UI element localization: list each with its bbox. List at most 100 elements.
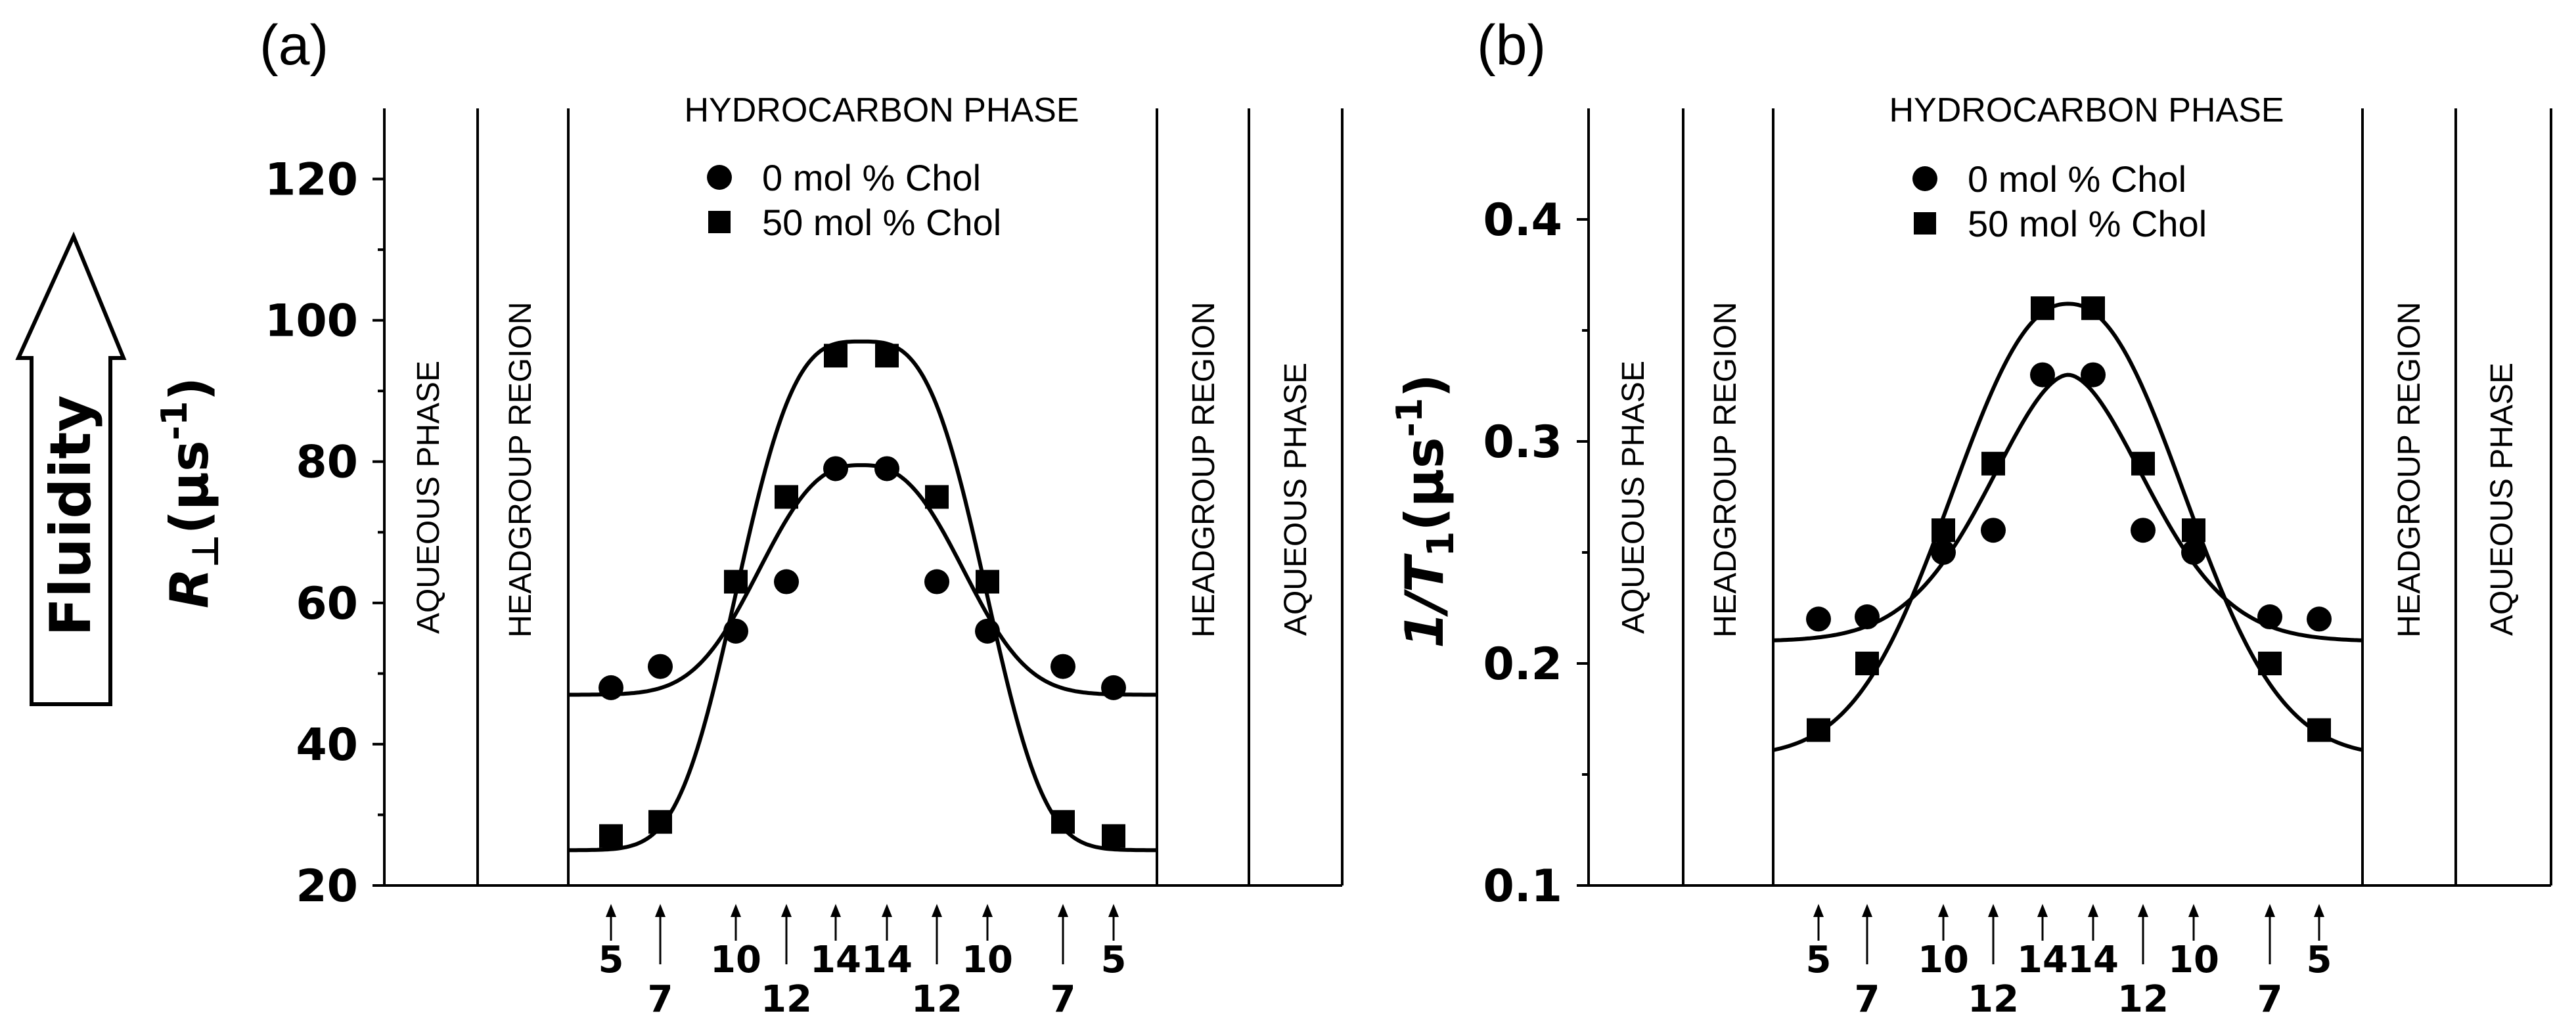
y-tick-label-b-2: 0.3 [1483,416,1562,468]
point-b-s1-0 [1807,718,1830,742]
fit-curve-b-1 [1773,302,2362,752]
chart-panel-a: (a) R⊥(μs-1) 20 40 60 80 100 120 AQUEOUS PHAS… [154,14,1344,1021]
position-arrowhead-b-4 [2037,904,2048,917]
position-label-a-9: 5 [1101,939,1127,981]
point-b-s1-2 [1932,518,1955,543]
position-arrowhead-a-4 [830,904,841,917]
fit-curves-a [568,339,1157,853]
position-arrowhead-a-6 [932,904,942,917]
position-arrowhead-b-1 [1862,904,1872,917]
position-label-a-2: 10 [710,939,761,981]
panel-label-b: (b) [1477,14,1546,77]
point-a-s1-0 [599,824,623,848]
region-label-headgroup-right-a: HEADGROUP REGION [1186,302,1221,637]
point-b-s1-8 [2258,652,2282,675]
point-a-s0-3 [774,569,799,594]
point-a-s1-1 [648,810,672,834]
point-a-s0-0 [599,675,623,700]
y-tick-label-a-4: 100 [265,296,358,347]
y-ticks-a: 20 40 60 80 100 120 [265,154,384,912]
position-label-b-8: 7 [2257,978,2283,1021]
y-label-close-a: ) [159,377,220,401]
point-b-s1-7 [2182,518,2205,543]
position-arrowhead-a-8 [1058,904,1068,917]
position-label-b-6: 12 [2117,978,2169,1021]
legend-marker-square-b [1914,212,1936,235]
position-label-a-1: 7 [648,978,673,1021]
position-arrowhead-a-7 [982,904,993,917]
fluidity-arrow: Fluidity [15,231,127,706]
y-tick-label-a-5: 120 [265,154,358,206]
position-label-a-6: 12 [911,978,962,1021]
position-arrowhead-b-9 [2314,904,2324,917]
region-label-aqueous-right-b: AQUEOUS PHASE [2485,363,2520,636]
legend-marker-circle-b [1912,166,1937,191]
point-a-s1-8 [1051,810,1075,834]
point-a-s0-5 [874,456,899,481]
legend-entry-0-a: 0 mol % Chol [762,157,981,198]
point-b-s0-4 [2030,362,2055,388]
position-label-b-9: 5 [2307,939,2332,981]
fit-curve-b-0 [1773,372,2362,642]
legend-entry-1-a: 50 mol % Chol [762,202,1001,243]
legend-b: 0 mol % Chol 50 mol % Chol [1912,158,2207,244]
point-b-s1-9 [2307,718,2331,742]
y-axis-label-b: 1/T1(μs-1) [1389,374,1462,648]
point-b-s1-1 [1855,652,1879,675]
point-a-s0-8 [1051,654,1075,679]
region-label-aqueous-left-a: AQUEOUS PHASE [411,361,446,634]
point-b-s0-2 [1931,540,1956,565]
chart-panel-b: (b) 1/T1(μs-1) 0.1 0.2 0.3 0.4 AQUEOUS PHAS… [1389,14,2552,1021]
position-label-b-4: 14 [2017,939,2068,981]
point-a-s0-7 [975,618,1000,644]
point-a-s1-3 [775,485,798,509]
point-a-s1-5 [875,344,899,368]
position-arrowhead-a-0 [606,904,616,917]
point-b-s1-5 [2081,296,2105,321]
point-b-s0-1 [1855,604,1880,630]
legend-entry-0-b: 0 mol % Chol [1968,158,2186,200]
point-b-s0-7 [2181,540,2206,565]
y-label-main-a: R [159,568,220,609]
point-a-s1-6 [925,485,949,509]
point-b-s1-6 [2131,451,2155,476]
region-label-headgroup-left-a: HEADGROUP REGION [503,302,538,637]
position-label-a-3: 12 [761,978,812,1021]
position-label-b-1: 7 [1855,978,1880,1021]
y-label-sub-a: ⊥ [185,534,227,568]
point-a-s1-4 [824,344,847,368]
position-arrowhead-a-9 [1108,904,1119,917]
region-label-aqueous-left-b: AQUEOUS PHASE [1616,361,1651,634]
region-label-hydrocarbon-a: HYDROCARBON PHASE [685,91,1079,129]
y-tick-label-a-1: 40 [296,719,358,771]
y-tick-label-b-3: 0.4 [1483,194,1562,246]
position-arrowhead-a-1 [655,904,666,917]
position-arrowhead-b-0 [1813,904,1824,917]
legend-marker-circle-a [707,165,732,190]
legend-a: 0 mol % Chol 50 mol % Chol [707,157,1001,243]
position-arrowhead-b-2 [1938,904,1949,917]
y-label-unit-a: (μs [159,440,220,534]
y-label-close-b: ) [1394,374,1455,398]
point-b-s0-3 [1981,518,2006,543]
y-axis-label-a: R⊥(μs-1) [154,377,227,608]
point-b-s1-4 [2031,296,2054,321]
point-a-s1-7 [976,570,999,594]
region-label-headgroup-left-b: HEADGROUP REGION [1708,302,1743,637]
point-b-s1-3 [1981,451,2005,476]
fit-curves-b [1773,302,2362,752]
legend-marker-square-a [708,211,731,233]
legend-entry-1-b: 50 mol % Chol [1968,203,2207,244]
position-arrowhead-a-5 [882,904,892,917]
position-label-b-3: 12 [1968,978,2019,1021]
position-arrowhead-b-5 [2088,904,2098,917]
y-label-exp-a: -1 [154,401,195,440]
fit-curve-a-0 [568,463,1157,697]
panel-label-a: (a) [260,14,328,77]
point-b-s0-6 [2131,518,2156,543]
y-tick-label-b-0: 0.1 [1483,861,1562,912]
region-label-hydrocarbon-b: HYDROCARBON PHASE [1889,91,2284,129]
y-label-exp-b: -1 [1389,398,1430,437]
position-label-a-5: 14 [861,939,913,981]
position-label-a-8: 7 [1051,978,1076,1021]
